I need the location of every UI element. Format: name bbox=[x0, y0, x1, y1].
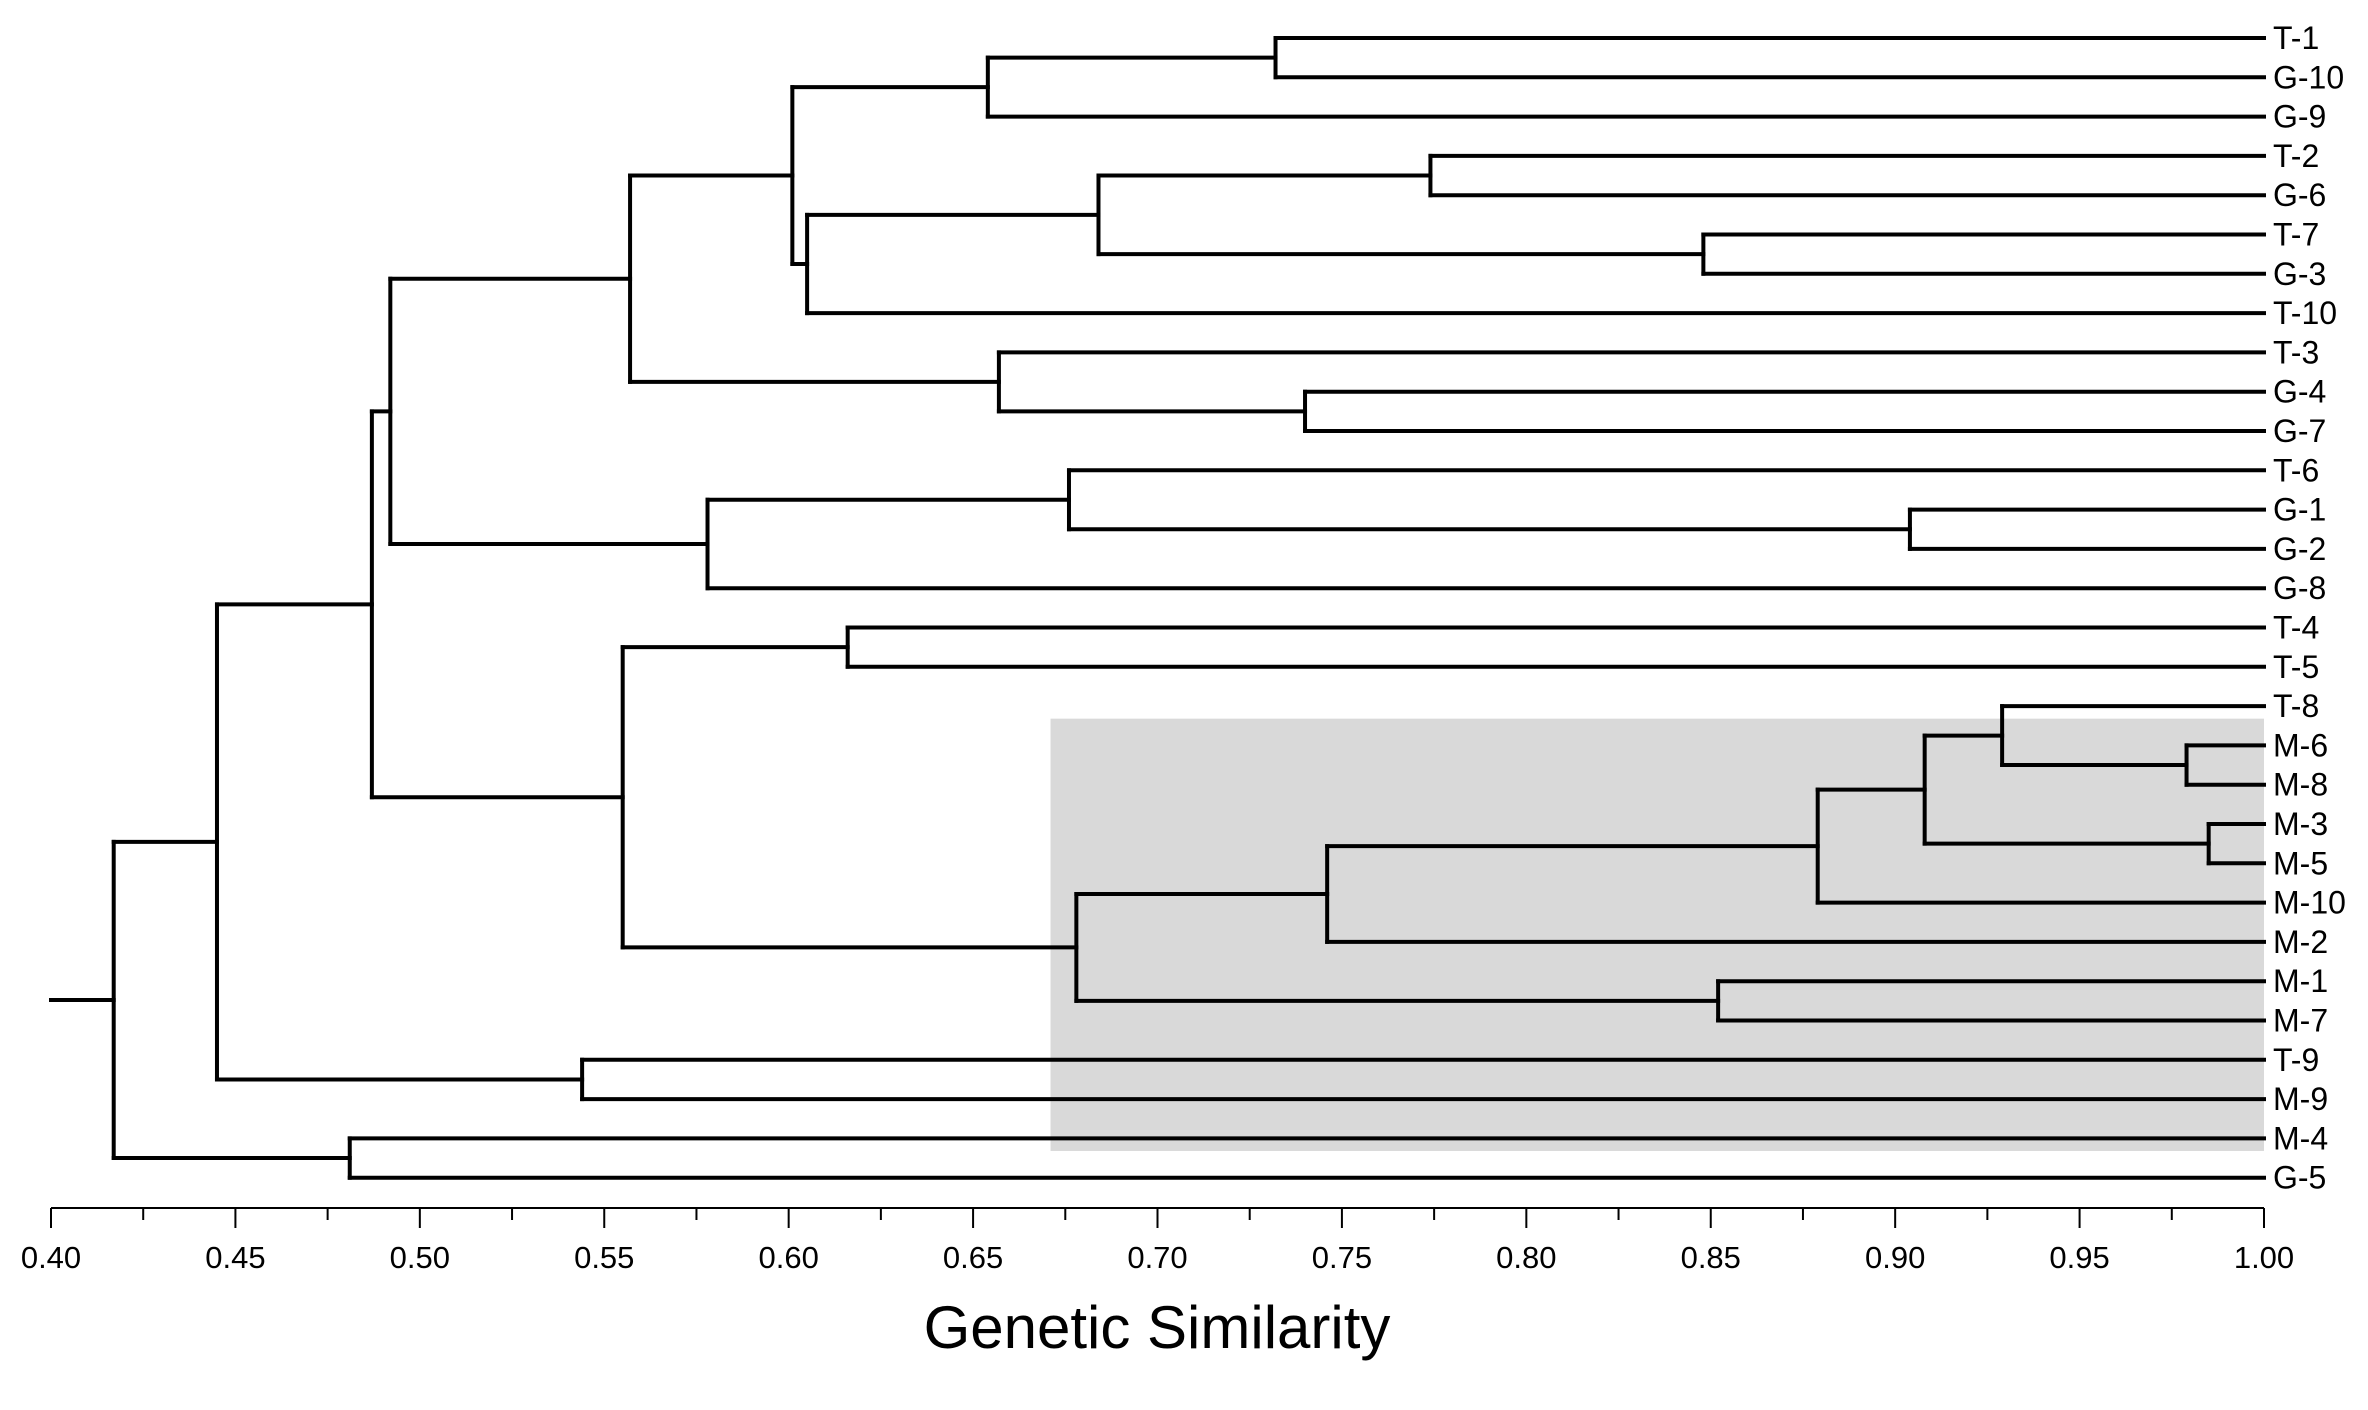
leaf-label-g-8: G-8 bbox=[2273, 570, 2326, 606]
leaf-label-g-5: G-5 bbox=[2273, 1160, 2326, 1196]
leaf-label-m-1: M-1 bbox=[2273, 963, 2328, 999]
leaf-labels: T-1G-10 G-9T-2G-6 T-7G-3T-10T-3 G-4G-7T-6 G-… bbox=[2273, 20, 2346, 1196]
x-tick-label: 0.40 bbox=[21, 1240, 81, 1275]
leaf-label-g-2: G-2 bbox=[2273, 531, 2326, 567]
leaf-label-m-2: M-2 bbox=[2273, 924, 2328, 960]
x-tick-label: 0.80 bbox=[1496, 1240, 1556, 1275]
leaf-label-g-3: G-3 bbox=[2273, 256, 2326, 292]
leaf-label-g-10: G-10 bbox=[2273, 59, 2344, 95]
leaf-label-m-6: M-6 bbox=[2273, 727, 2328, 763]
leaf-label-m-7: M-7 bbox=[2273, 1003, 2328, 1039]
highlight-region bbox=[1050, 718, 2264, 1151]
x-tick-label: 0.90 bbox=[1865, 1240, 1925, 1275]
x-tick-label: 0.60 bbox=[758, 1240, 818, 1275]
x-tick-label: 0.65 bbox=[943, 1240, 1003, 1275]
x-axis: 0.40 0.45 0.50 0.55 0.60 0.65 0.70 0.75 0.80 0.85… bbox=[21, 1207, 2294, 1275]
x-tick-label: 0.75 bbox=[1312, 1240, 1372, 1275]
leaf-label-t-1: T-1 bbox=[2273, 20, 2319, 56]
leaf-label-t-7: T-7 bbox=[2273, 217, 2319, 253]
leaf-label-m-4: M-4 bbox=[2273, 1120, 2328, 1156]
leaf-label-m-5: M-5 bbox=[2273, 845, 2328, 881]
leaf-label-g-1: G-1 bbox=[2273, 492, 2326, 528]
leaf-label-t-3: T-3 bbox=[2273, 334, 2319, 370]
leaf-label-t-5: T-5 bbox=[2273, 649, 2319, 685]
leaf-label-m-10: M-10 bbox=[2273, 885, 2346, 921]
dendrogram-branches bbox=[49, 36, 2266, 1180]
leaf-label-m-9: M-9 bbox=[2273, 1081, 2328, 1117]
leaf-label-g-7: G-7 bbox=[2273, 413, 2326, 449]
x-tick-label: 0.85 bbox=[1681, 1240, 1741, 1275]
leaf-label-t-4: T-4 bbox=[2273, 610, 2319, 646]
x-tick-label: 0.50 bbox=[390, 1240, 450, 1275]
x-tick-label: 0.55 bbox=[574, 1240, 634, 1275]
leaf-label-t-2: T-2 bbox=[2273, 138, 2319, 174]
leaf-label-m-8: M-8 bbox=[2273, 767, 2328, 803]
x-tick-label: 1.00 bbox=[2234, 1240, 2294, 1275]
leaf-label-g-6: G-6 bbox=[2273, 177, 2326, 213]
leaf-label-g-9: G-9 bbox=[2273, 99, 2326, 135]
leaf-label-g-4: G-4 bbox=[2273, 374, 2326, 410]
leaf-label-t-10: T-10 bbox=[2273, 295, 2337, 331]
x-axis-title: Genetic Similarity bbox=[924, 1294, 1391, 1361]
leaf-label-m-3: M-3 bbox=[2273, 806, 2328, 842]
leaf-label-t-8: T-8 bbox=[2273, 688, 2319, 724]
x-tick-label: 0.70 bbox=[1127, 1240, 1187, 1275]
x-tick-label: 0.95 bbox=[2049, 1240, 2109, 1275]
x-tick-label: 0.45 bbox=[205, 1240, 265, 1275]
leaf-label-t-6: T-6 bbox=[2273, 452, 2319, 488]
leaf-label-t-9: T-9 bbox=[2273, 1042, 2319, 1078]
